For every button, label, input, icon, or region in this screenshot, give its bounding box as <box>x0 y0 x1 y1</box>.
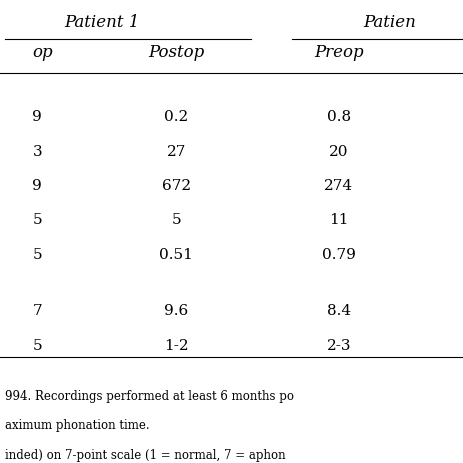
Text: Patient 1: Patient 1 <box>64 14 139 31</box>
Text: 27: 27 <box>166 144 186 158</box>
Text: 2-3: 2-3 <box>326 338 350 352</box>
Text: 9: 9 <box>32 110 42 124</box>
Text: 5: 5 <box>171 213 181 227</box>
Text: 9.6: 9.6 <box>164 304 188 318</box>
Text: aximum phonation time.: aximum phonation time. <box>5 419 149 432</box>
Text: Preop: Preop <box>313 44 363 61</box>
Text: Patien: Patien <box>363 14 415 31</box>
Text: 0.8: 0.8 <box>326 110 350 124</box>
Text: inded) on 7-point scale (1 = normal, 7 = aphon: inded) on 7-point scale (1 = normal, 7 =… <box>5 448 285 461</box>
Text: 672: 672 <box>162 179 190 193</box>
Text: 5: 5 <box>32 213 42 227</box>
Text: op: op <box>32 44 53 61</box>
Text: 994. Recordings performed at least 6 months po: 994. Recordings performed at least 6 mon… <box>5 389 293 402</box>
Text: 11: 11 <box>328 213 348 227</box>
Text: 0.2: 0.2 <box>164 110 188 124</box>
Text: 0.79: 0.79 <box>321 247 355 261</box>
Text: 1-2: 1-2 <box>163 338 188 352</box>
Text: 9: 9 <box>32 179 42 193</box>
Text: 5: 5 <box>32 247 42 261</box>
Text: 274: 274 <box>324 179 352 193</box>
Text: 8.4: 8.4 <box>326 304 350 318</box>
Text: 20: 20 <box>328 144 348 158</box>
Text: 0.51: 0.51 <box>159 247 193 261</box>
Text: 7: 7 <box>32 304 42 318</box>
Text: Postop: Postop <box>148 44 204 61</box>
Text: 5: 5 <box>32 338 42 352</box>
Text: 3: 3 <box>32 144 42 158</box>
